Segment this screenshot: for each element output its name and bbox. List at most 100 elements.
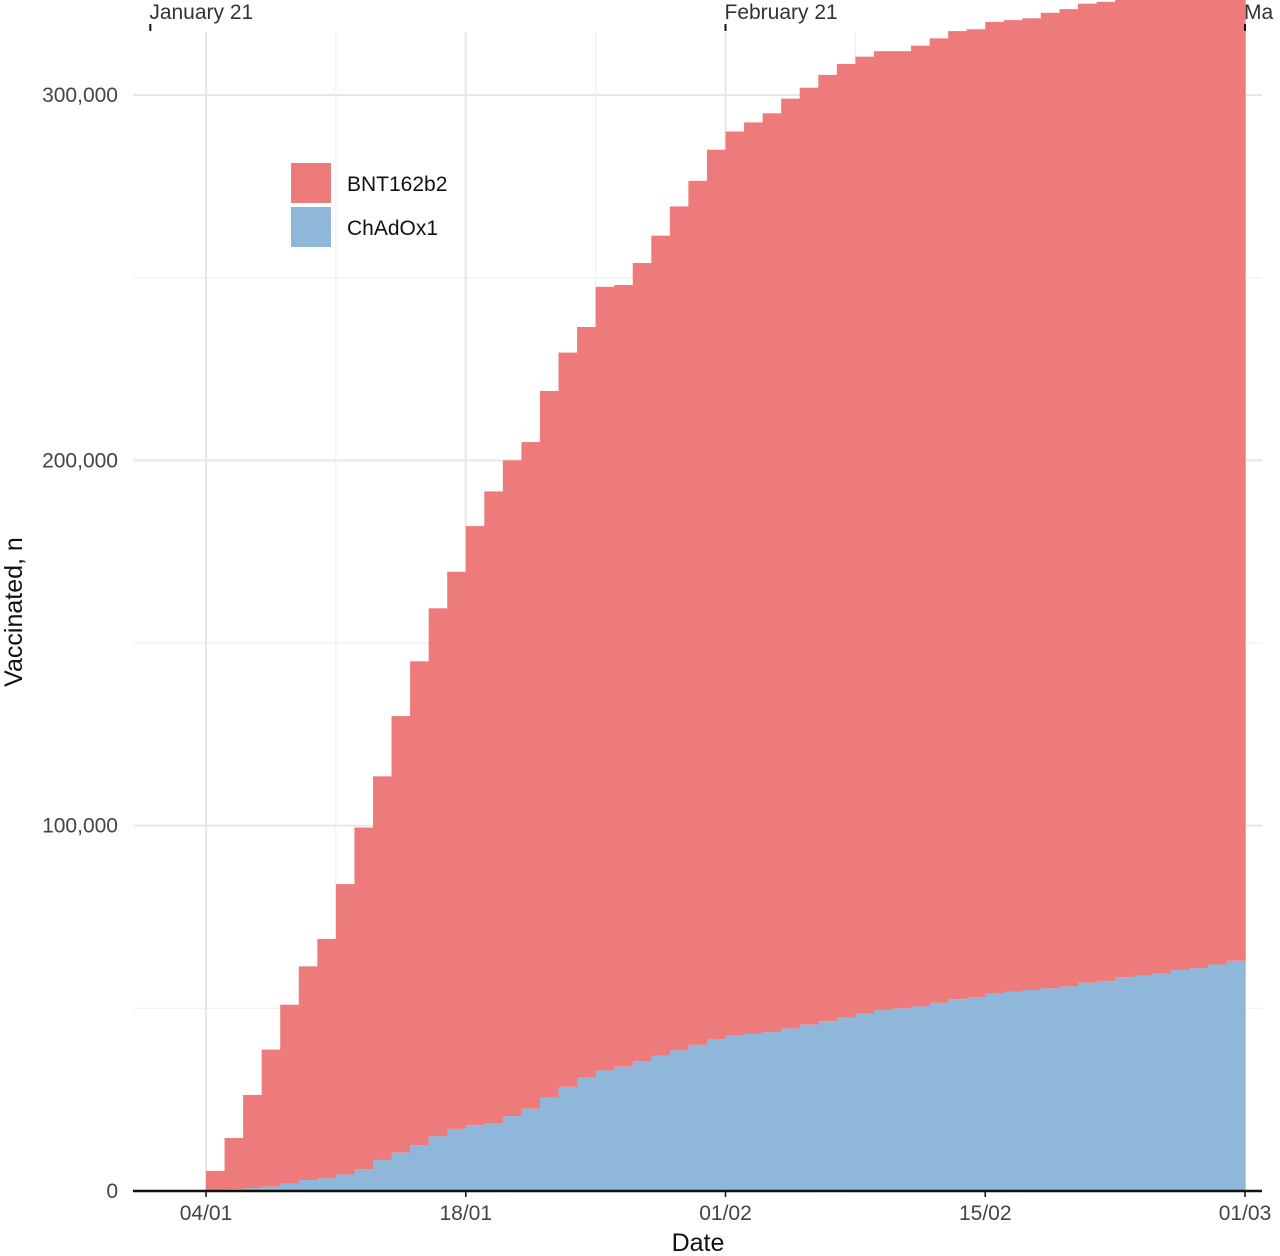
bar-bnt162b2-2021-01-25 <box>595 286 615 1071</box>
bar-bnt162b2-2021-02-16 <box>1003 20 1023 992</box>
bar-bnt162b2-2021-01-23 <box>558 352 578 1087</box>
bar-bnt162b2-2021-02-11 <box>911 45 931 1007</box>
bar-bnt162b2-2021-02-12 <box>929 38 949 1003</box>
bar-chadox1-2021-01-15 <box>410 1145 430 1191</box>
bar-bnt162b2-2021-02-17 <box>1022 18 1042 991</box>
bar-bnt162b2-2021-02-21 <box>1096 1 1116 981</box>
bar-bnt162b2-2021-02-14 <box>966 29 986 998</box>
legend-label-chadox1: ChAdOx1 <box>347 217 438 240</box>
bar-bnt162b2-2021-02-20 <box>1078 3 1098 983</box>
bar-bnt162b2-2021-02-06 <box>818 74 838 1022</box>
bar-bnt162b2-2021-01-10 <box>317 938 337 1179</box>
legend-swatch-chadox1 <box>291 207 331 247</box>
bar-chadox1-2021-02-25 <box>1170 969 1190 1191</box>
bar-bnt162b2-2021-01-22 <box>539 390 560 1098</box>
x-tick-labels: 04/01 18/01 01/02 15/02 01/03 <box>180 1191 1272 1225</box>
bar-bnt162b2-2021-01-08 <box>280 1004 300 1184</box>
bar-chadox1-2021-02-12 <box>929 1002 949 1191</box>
legend-swatch-bnt162b2 <box>291 163 331 203</box>
bar-bnt162b2-2021-02-05 <box>799 87 819 1025</box>
bar-chadox1-2021-02-13 <box>948 999 968 1191</box>
bar-bnt162b2-2021-01-04 <box>206 1170 226 1191</box>
bar-chadox1-2021-01-10 <box>317 1178 337 1191</box>
bar-bnt162b2-2021-01-28 <box>651 235 671 1056</box>
y-tick-labels: 0 100,000 200,000 300,000 <box>42 84 118 1203</box>
bar-bnt162b2-2021-01-31 <box>706 149 727 1040</box>
bar-chadox1-2021-02-14 <box>966 997 986 1191</box>
bar-chadox1-2021-02-23 <box>1133 975 1153 1191</box>
bar-chadox1-2021-01-25 <box>595 1070 615 1191</box>
bar-bnt162b2-2021-01-16 <box>428 608 448 1137</box>
x-tick-label: 01/03 <box>1219 1202 1272 1225</box>
bar-chadox1-2021-02-22 <box>1115 977 1135 1191</box>
bar-chadox1-2021-01-31 <box>706 1039 727 1191</box>
bar-bnt162b2-2021-02-28 <box>1226 0 1246 961</box>
bar-chadox1-2021-02-21 <box>1096 980 1116 1191</box>
bar-chadox1-2021-01-08 <box>280 1183 300 1191</box>
bar-chadox1-2021-01-28 <box>651 1055 671 1191</box>
bar-chadox1-2021-01-27 <box>632 1061 652 1191</box>
bar-chadox1-2021-01-18 <box>465 1125 485 1191</box>
bar-chadox1-2021-02-04 <box>781 1028 801 1191</box>
bar-bnt162b2-2021-01-21 <box>521 442 541 1109</box>
bar-chadox1-2021-01-11 <box>335 1174 356 1191</box>
bar-chadox1-2021-02-20 <box>1078 982 1098 1191</box>
bar-chadox1-2021-02-06 <box>818 1021 838 1191</box>
bar-bnt162b2-2021-02-22 <box>1115 0 1135 978</box>
x-tick-label: 01/02 <box>699 1202 752 1225</box>
bar-chadox1-2021-01-07 <box>261 1186 281 1191</box>
bar-chadox1-2021-02-08 <box>855 1013 875 1191</box>
y-axis-title: Vaccinated, n <box>0 537 28 687</box>
bar-bnt162b2-2021-01-12 <box>354 827 374 1170</box>
bar-chadox1-2021-02-18 <box>1040 988 1061 1191</box>
bar-bnt162b2-2021-01-27 <box>632 263 652 1062</box>
bar-chadox1-2021-02-01 <box>725 1035 745 1191</box>
bar-chadox1-2021-02-28 <box>1226 960 1246 1191</box>
bar-bnt162b2-2021-01-20 <box>502 460 523 1117</box>
bar-chadox1-2021-01-19 <box>484 1123 504 1191</box>
bar-bnt162b2-2021-02-24 <box>1152 0 1172 974</box>
x-tick-label: 04/01 <box>180 1202 233 1225</box>
y-tick-label: 0 <box>106 1180 118 1203</box>
bar-bnt162b2-2021-01-14 <box>391 716 411 1153</box>
bar-bnt162b2-2021-01-17 <box>447 571 467 1129</box>
bar-bnt162b2-2021-02-02 <box>744 122 764 1034</box>
y-tick-label: 100,000 <box>42 815 118 838</box>
bar-chadox1-2021-02-24 <box>1152 973 1172 1191</box>
bar-chadox1-2021-01-30 <box>688 1044 708 1191</box>
bar-chadox1-2021-02-27 <box>1207 964 1228 1191</box>
legend-label-bnt162b2: BNT162b2 <box>347 173 447 196</box>
x-axis-title: Date <box>672 1229 725 1256</box>
bar-chadox1-2021-02-09 <box>873 1010 894 1191</box>
bar-bnt162b2-2021-01-05 <box>224 1138 244 1190</box>
bar-chadox1-2021-01-26 <box>614 1066 634 1191</box>
bar-bnt162b2-2021-01-11 <box>335 884 356 1175</box>
bar-bnt162b2-2021-01-19 <box>484 491 504 1124</box>
month-label: Ma <box>1244 1 1273 24</box>
bar-bnt162b2-2021-02-19 <box>1059 9 1079 987</box>
bar-bnt162b2-2021-02-27 <box>1207 0 1228 965</box>
bar-bnt162b2-2021-02-01 <box>725 131 745 1036</box>
bar-bnt162b2-2021-02-09 <box>873 51 894 1011</box>
bar-chadox1-2021-02-19 <box>1059 986 1079 1191</box>
bar-chadox1-2021-01-29 <box>669 1050 689 1191</box>
bar-bnt162b2-2021-02-07 <box>836 63 856 1018</box>
x-tick-label: 18/01 <box>439 1202 492 1225</box>
bar-bnt162b2-2021-02-18 <box>1040 12 1061 989</box>
bar-chadox1-2021-01-14 <box>391 1152 411 1191</box>
bar-chadox1-2021-01-13 <box>372 1159 393 1191</box>
y-tick-label: 300,000 <box>42 84 118 107</box>
bar-bnt162b2-2021-01-15 <box>410 661 430 1146</box>
bar-bnt162b2-2021-02-23 <box>1133 0 1153 976</box>
bar-chadox1-2021-02-16 <box>1003 991 1023 1191</box>
bar-bnt162b2-2021-01-09 <box>298 966 318 1181</box>
bar-chadox1-2021-01-17 <box>447 1128 467 1191</box>
bar-chadox1-2021-01-24 <box>577 1077 597 1191</box>
bar-chadox1-2021-01-16 <box>428 1136 448 1191</box>
bar-bnt162b2-2021-01-13 <box>372 776 393 1160</box>
bar-chadox1-2021-01-12 <box>354 1169 374 1191</box>
bar-chadox1-2021-02-07 <box>836 1017 856 1191</box>
bar-chadox1-2021-02-26 <box>1189 968 1209 1191</box>
bar-chadox1-2021-02-15 <box>985 993 1005 1191</box>
